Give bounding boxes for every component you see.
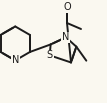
Text: N: N [62,32,70,42]
Text: O: O [63,2,71,12]
Text: N: N [12,55,19,65]
Text: S: S [47,50,53,60]
